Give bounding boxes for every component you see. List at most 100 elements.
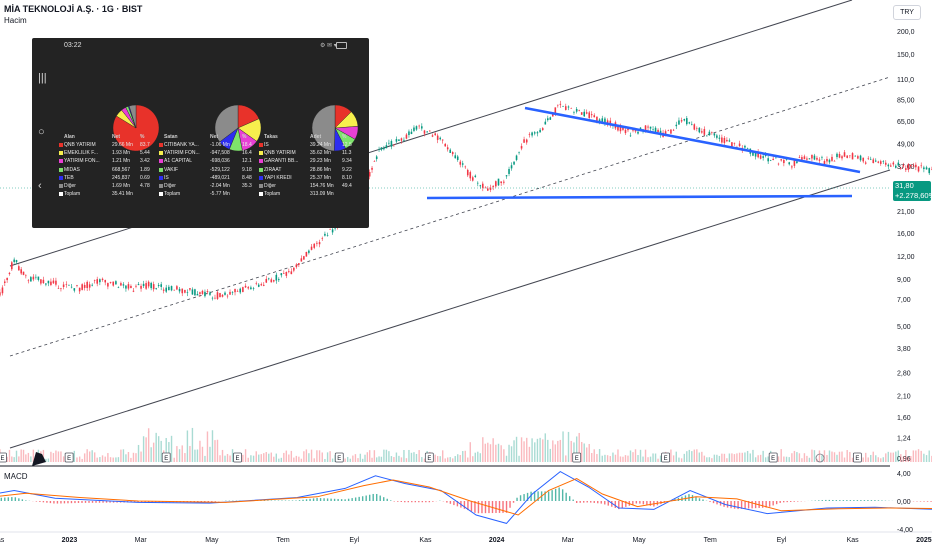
candle-body xyxy=(580,112,583,115)
price-tick-label: 150,0 xyxy=(897,52,915,59)
macd-hist-bar xyxy=(91,501,94,503)
table-cell: QNB YATIRIM xyxy=(264,150,296,157)
candle-body xyxy=(371,167,373,170)
macd-hist-bar xyxy=(691,495,694,501)
macd-hist-bar xyxy=(361,496,364,501)
table-cell: 11.3 xyxy=(342,150,352,157)
volume-bar xyxy=(846,450,848,462)
volume-bar xyxy=(675,451,677,462)
candle-body xyxy=(390,141,393,147)
volume-bar xyxy=(250,455,252,462)
volume-bar xyxy=(405,458,408,462)
volume-bar xyxy=(706,457,708,462)
volume-bar xyxy=(137,444,140,462)
volume-bar xyxy=(920,450,922,462)
candle-body xyxy=(652,129,654,130)
macd-hist-bar xyxy=(533,491,536,501)
candle-body xyxy=(859,155,862,161)
earnings-box xyxy=(334,452,344,463)
macd-hist-bar xyxy=(821,500,823,501)
volume-bar xyxy=(718,455,721,462)
volume-bar xyxy=(520,437,523,462)
volume-bar xyxy=(698,452,701,462)
volume-bar xyxy=(265,452,267,462)
volume-bar xyxy=(366,452,369,462)
volume-bar xyxy=(578,432,580,462)
candle-body xyxy=(536,132,539,134)
volume-bar xyxy=(510,446,513,462)
volume-bar xyxy=(112,457,114,462)
candle-body xyxy=(590,114,593,116)
price-tick-label: 12,00 xyxy=(897,254,915,261)
volume-bar xyxy=(52,453,55,462)
macd-tick-label: -4,00 xyxy=(897,527,913,534)
home-icon[interactable]: ○ xyxy=(38,126,45,138)
menu-icon[interactable]: ||| xyxy=(38,72,47,84)
macd-hist-bar xyxy=(137,501,139,503)
macd-histogram xyxy=(0,487,932,514)
candle-body xyxy=(37,276,40,280)
macd-hist-bar xyxy=(351,498,353,501)
currency-button[interactable]: TRY xyxy=(893,5,921,20)
candle-body xyxy=(525,139,528,143)
candle-body xyxy=(515,155,518,160)
earnings-marker: E xyxy=(661,452,670,463)
candle-body xyxy=(567,106,570,108)
volume-bar xyxy=(93,452,96,462)
earnings-marker: E xyxy=(334,452,344,463)
volume-bar xyxy=(880,458,882,462)
volume-bar xyxy=(678,457,680,462)
macd-hist-bar xyxy=(726,501,729,508)
volume-bar xyxy=(344,458,346,462)
volume-bar xyxy=(378,456,380,462)
macd-hist-bar xyxy=(509,501,511,508)
candle-body xyxy=(68,285,70,286)
candle-body xyxy=(162,289,165,291)
volume-bar xyxy=(104,456,106,462)
table-cell: 16.4 xyxy=(242,150,252,157)
back-icon[interactable]: ‹ xyxy=(38,180,42,192)
candle-body xyxy=(324,233,326,236)
volume-bar xyxy=(559,439,562,462)
table-cell: -5.77 Mn xyxy=(210,191,230,198)
table-cell: 12.1 xyxy=(242,158,252,165)
table-header: Adet xyxy=(310,134,322,140)
candle-body xyxy=(456,156,459,160)
volume-bar xyxy=(201,446,204,462)
candle-body xyxy=(145,283,147,289)
volume-bar xyxy=(785,456,788,462)
candle-body xyxy=(482,183,484,188)
candle-body xyxy=(109,281,112,283)
macd-hist-bar xyxy=(60,501,62,504)
price-tick-label: 65,00 xyxy=(897,119,915,126)
macd-hist-bar xyxy=(21,499,24,501)
candle-body xyxy=(130,285,132,289)
volume-bar xyxy=(746,450,749,462)
volume-bar xyxy=(81,458,83,462)
table-cell: 35.3 xyxy=(242,183,252,189)
macd-hist-bar xyxy=(56,501,59,504)
volume-bar xyxy=(359,453,362,462)
table-cell: 49.4 xyxy=(342,183,352,189)
macd-label: MACD xyxy=(4,472,28,481)
legend-swatch xyxy=(59,167,63,172)
volume-bar xyxy=(513,440,515,462)
candle-body xyxy=(395,139,398,142)
macd-hist-bar xyxy=(702,499,704,501)
legend-swatch xyxy=(59,159,63,164)
candle-body xyxy=(30,277,32,282)
volume-bar xyxy=(423,458,426,462)
candle-body xyxy=(157,284,160,286)
candle-body xyxy=(418,125,420,127)
table-cell: 1.93 Mn xyxy=(112,150,131,157)
candle-body xyxy=(242,287,244,292)
earnings-marker: E xyxy=(572,452,582,463)
time-tick-label: 2025 xyxy=(916,537,932,544)
macd-hist-bar xyxy=(611,501,613,507)
legend-swatch xyxy=(259,151,263,156)
volume-bar xyxy=(361,458,364,462)
macd-hist-bar xyxy=(474,501,476,513)
table-cell: EMEKLILIK F... xyxy=(64,150,98,157)
macd-hist-bar xyxy=(554,488,557,501)
